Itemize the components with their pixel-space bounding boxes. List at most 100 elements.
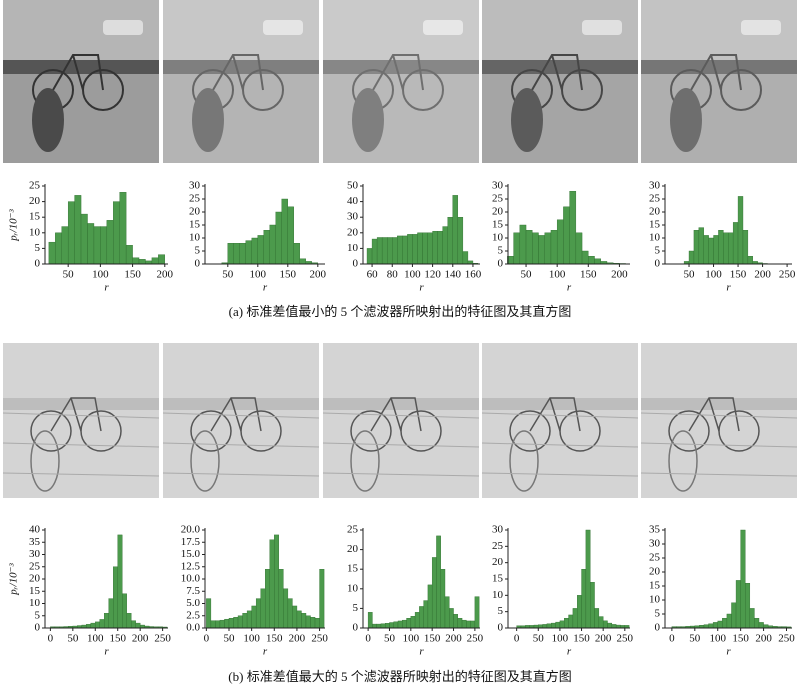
x-tick-label: 0 bbox=[204, 633, 210, 645]
bar bbox=[717, 620, 723, 629]
y-tick-label: 0.0 bbox=[186, 622, 200, 634]
bar bbox=[283, 588, 289, 629]
bar bbox=[113, 201, 120, 265]
y-tick-label: 15 bbox=[492, 219, 504, 231]
bar bbox=[442, 226, 448, 265]
bar bbox=[728, 232, 734, 265]
y-tick-label: 20 bbox=[649, 566, 661, 578]
bar bbox=[708, 623, 714, 629]
bar bbox=[389, 622, 394, 629]
y-tick-label: 0 bbox=[35, 258, 41, 270]
bar bbox=[86, 624, 91, 629]
bar bbox=[108, 598, 114, 629]
x-axis-label: r bbox=[567, 282, 572, 294]
y-tick-label: 5 bbox=[655, 608, 661, 620]
x-tick-label: 200 bbox=[445, 633, 462, 645]
x-tick-label: 200 bbox=[611, 269, 628, 281]
bar bbox=[431, 557, 437, 629]
bar bbox=[550, 229, 558, 265]
bar bbox=[367, 612, 373, 629]
bar bbox=[122, 593, 127, 629]
bar bbox=[542, 624, 548, 629]
bar bbox=[233, 242, 241, 265]
bar bbox=[305, 615, 311, 629]
y-tick-label: 15 bbox=[347, 563, 359, 575]
bar bbox=[427, 584, 433, 629]
y-tick-label: 30 bbox=[492, 524, 504, 536]
bar bbox=[732, 222, 739, 265]
bar bbox=[747, 256, 753, 265]
bar bbox=[95, 621, 100, 629]
y-tick-label: 5 bbox=[195, 245, 201, 257]
x-tick-label: 250 bbox=[778, 633, 795, 645]
bar bbox=[577, 595, 582, 629]
bar bbox=[453, 614, 458, 629]
bar bbox=[251, 605, 257, 629]
bar bbox=[263, 229, 270, 265]
bar bbox=[572, 608, 578, 629]
bar bbox=[607, 622, 613, 629]
y-tick-label: 0 bbox=[353, 622, 359, 634]
bar bbox=[581, 569, 587, 629]
x-tick-label: 200 bbox=[310, 269, 327, 281]
x-tick-label: 50 bbox=[384, 633, 396, 645]
x-tick-label: 200 bbox=[132, 633, 149, 645]
bar bbox=[269, 224, 276, 265]
y-tick-label: 15 bbox=[649, 580, 661, 592]
bar bbox=[519, 224, 527, 265]
bar bbox=[287, 206, 294, 265]
bar bbox=[410, 616, 416, 629]
bar bbox=[380, 623, 386, 629]
bar bbox=[722, 618, 728, 629]
bar bbox=[758, 622, 764, 629]
bar bbox=[274, 534, 280, 629]
bar bbox=[246, 610, 252, 629]
bar bbox=[299, 258, 306, 265]
x-tick-label: 200 bbox=[157, 269, 174, 281]
bar bbox=[132, 257, 140, 265]
bar bbox=[563, 206, 570, 265]
bar bbox=[594, 608, 600, 629]
x-tick-label: 50 bbox=[67, 633, 79, 645]
x-axis-label: r bbox=[104, 646, 109, 658]
bar bbox=[130, 620, 136, 629]
y-tick-label: 25 bbox=[347, 524, 359, 536]
bar bbox=[392, 237, 398, 265]
x-tick-label: 150 bbox=[424, 633, 441, 645]
y-tick-label: 15 bbox=[29, 211, 41, 223]
x-tick-label: 50 bbox=[521, 269, 533, 281]
bar bbox=[278, 569, 284, 629]
x-axis-label: r bbox=[263, 646, 268, 658]
bar bbox=[575, 232, 583, 265]
bar bbox=[749, 608, 755, 629]
bar bbox=[224, 618, 230, 629]
bar bbox=[93, 226, 101, 265]
bar bbox=[376, 237, 383, 265]
y-tick-label: 35 bbox=[649, 524, 661, 536]
x-tick-label: 120 bbox=[424, 269, 441, 281]
bar bbox=[731, 602, 737, 629]
bar bbox=[366, 248, 373, 265]
x-tick-label: 100 bbox=[250, 269, 267, 281]
y-tick-label: 0 bbox=[498, 622, 504, 634]
y-tick-label: 20 bbox=[492, 206, 504, 218]
bar bbox=[693, 229, 700, 265]
x-tick-label: 150 bbox=[580, 269, 597, 281]
y-tick-label: 15 bbox=[649, 219, 661, 231]
bar bbox=[555, 621, 561, 629]
bar bbox=[393, 621, 399, 629]
bar bbox=[763, 624, 769, 629]
bar bbox=[100, 226, 108, 265]
y-tick-label: 10 bbox=[492, 589, 504, 601]
bar bbox=[138, 259, 146, 265]
y-tick-label: 20 bbox=[29, 573, 41, 585]
y-tick-label: 5 bbox=[353, 602, 359, 614]
bar bbox=[228, 618, 234, 629]
x-axis-label: r bbox=[419, 646, 424, 658]
bar bbox=[462, 251, 469, 265]
bar bbox=[564, 618, 569, 629]
y-tick-label: 20 bbox=[347, 543, 359, 555]
x-tick-label: 100 bbox=[705, 269, 722, 281]
y-tick-label: 12.5 bbox=[181, 560, 201, 572]
x-tick-label: 140 bbox=[445, 269, 462, 281]
